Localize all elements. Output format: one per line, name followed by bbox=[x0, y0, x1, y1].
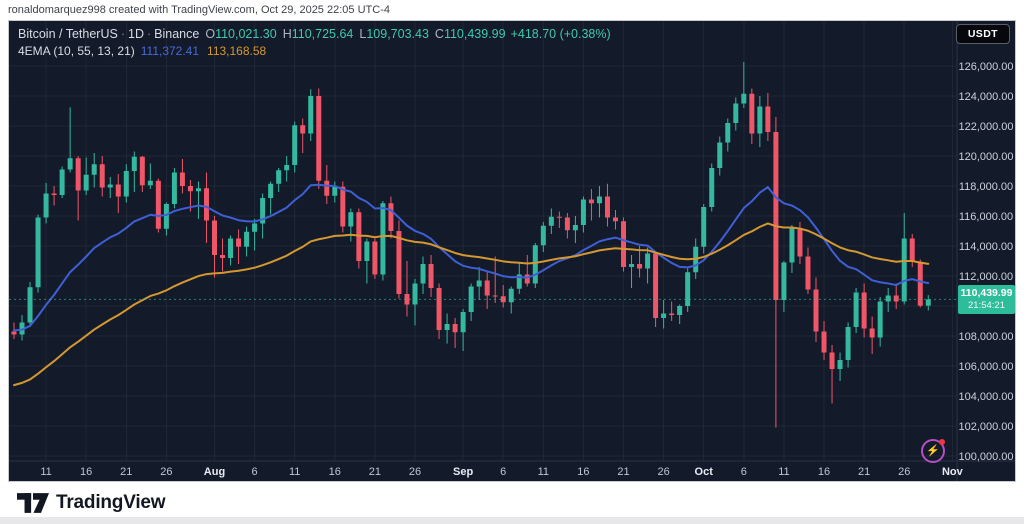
chart-legend: Bitcoin / TetherUS · 1D · Binance O110,021.30… bbox=[18, 26, 611, 60]
svg-text:Sep: Sep bbox=[453, 466, 473, 478]
svg-text:16: 16 bbox=[818, 466, 830, 478]
svg-text:6: 6 bbox=[252, 466, 258, 478]
grid-lines bbox=[9, 21, 957, 461]
svg-text:124,000.00: 124,000.00 bbox=[958, 91, 1013, 103]
high-letter: H bbox=[282, 27, 292, 41]
svg-text:112,000.00: 112,000.00 bbox=[959, 271, 1013, 283]
last-price-badge[interactable]: 110,439.99 21:54:21 bbox=[958, 285, 1015, 315]
svg-text:16: 16 bbox=[329, 466, 341, 478]
svg-text:118,000.00: 118,000.00 bbox=[959, 181, 1013, 193]
separator: · bbox=[146, 27, 152, 41]
svg-text:26: 26 bbox=[409, 466, 421, 478]
low-value: 109,703.43 bbox=[366, 27, 429, 41]
ema-line-55 bbox=[13, 222, 930, 387]
svg-text:11: 11 bbox=[778, 466, 789, 478]
lightning-glyph: ⚡ bbox=[926, 444, 940, 457]
svg-text:26: 26 bbox=[160, 466, 172, 478]
symbol-title[interactable]: Bitcoin / TetherUS bbox=[18, 27, 118, 41]
symbol-row[interactable]: Bitcoin / TetherUS · 1D · Binance O110,021.30… bbox=[18, 26, 611, 43]
price-chart[interactable]: 126,000.00 124,000.00 122,000.00 120,000.00… bbox=[9, 21, 1015, 481]
currency-toggle-button[interactable]: USDT bbox=[955, 24, 1010, 44]
high-value: 110,725.64 bbox=[291, 27, 354, 41]
bar-countdown: 21:54:21 bbox=[968, 300, 1005, 312]
indicator-name[interactable]: 4EMA (10, 55, 13, 21) bbox=[18, 44, 135, 58]
svg-text:11: 11 bbox=[289, 466, 300, 478]
svg-text:6: 6 bbox=[741, 466, 747, 478]
chart-widget: 126,000.00 124,000.00 122,000.00 120,000.00… bbox=[8, 20, 1016, 482]
low-letter: L bbox=[359, 27, 367, 41]
ema-lines bbox=[13, 183, 930, 387]
svg-text:104,000.00: 104,000.00 bbox=[958, 391, 1013, 403]
axis-separators bbox=[9, 21, 1015, 481]
svg-text:21: 21 bbox=[858, 466, 870, 478]
indicator-value-fast: 111,372.41 bbox=[140, 44, 200, 58]
svg-text:116,000.00: 116,000.00 bbox=[959, 211, 1013, 223]
svg-text:126,000.00: 126,000.00 bbox=[958, 61, 1013, 73]
svg-text:100,000.00: 100,000.00 bbox=[958, 451, 1013, 463]
time-axis[interactable]: 11 16 21 26 Aug 6 11 16 21 26 Sep 6 11 16 21 26 Oct 6 11 16… bbox=[40, 466, 963, 478]
svg-text:16: 16 bbox=[80, 466, 92, 478]
tradingview-logo-icon[interactable] bbox=[17, 493, 49, 513]
svg-text:6: 6 bbox=[500, 466, 506, 478]
svg-text:108,000.00: 108,000.00 bbox=[958, 331, 1013, 343]
tradingview-wordmark[interactable]: TradingView bbox=[56, 492, 166, 513]
close-value: 110,439.99 bbox=[443, 27, 506, 41]
svg-text:16: 16 bbox=[577, 466, 589, 478]
indicator-value-slow: 113,168.58 bbox=[207, 44, 267, 58]
svg-text:106,000.00: 106,000.00 bbox=[958, 361, 1013, 373]
bottom-edge bbox=[0, 517, 1024, 524]
svg-text:120,000.00: 120,000.00 bbox=[958, 151, 1013, 163]
svg-text:11: 11 bbox=[538, 466, 549, 478]
candlesticks bbox=[11, 61, 931, 428]
svg-text:26: 26 bbox=[657, 466, 669, 478]
svg-text:21: 21 bbox=[120, 466, 132, 478]
svg-text:26: 26 bbox=[898, 466, 910, 478]
notification-dot bbox=[939, 439, 945, 445]
svg-text:114,000.00: 114,000.00 bbox=[959, 241, 1013, 253]
svg-text:Aug: Aug bbox=[204, 466, 225, 478]
svg-text:122,000.00: 122,000.00 bbox=[958, 121, 1013, 133]
open-value: 110,021.30 bbox=[215, 27, 277, 41]
svg-text:102,000.00: 102,000.00 bbox=[958, 421, 1013, 433]
svg-text:Nov: Nov bbox=[942, 466, 964, 478]
indicator-row[interactable]: 4EMA (10, 55, 13, 21) 111,372.41 113,168.5… bbox=[18, 43, 611, 60]
open-letter: O bbox=[205, 27, 216, 41]
last-price-value: 110,439.99 bbox=[960, 287, 1013, 300]
flash-icon[interactable]: ⚡ bbox=[921, 439, 945, 463]
ema-line-21 bbox=[13, 183, 930, 332]
svg-text:21: 21 bbox=[617, 466, 629, 478]
svg-text:21: 21 bbox=[369, 466, 381, 478]
attribution-text: ronaldomarquez998 created with TradingVi… bbox=[0, 0, 1024, 20]
svg-text:11: 11 bbox=[40, 466, 51, 478]
separator: · bbox=[120, 27, 125, 41]
interval-label[interactable]: 1D bbox=[128, 27, 144, 41]
svg-text:Oct: Oct bbox=[695, 466, 714, 478]
exchange-label[interactable]: Binance bbox=[154, 27, 200, 41]
price-axis[interactable]: 126,000.00 124,000.00 122,000.00 120,000.00… bbox=[958, 61, 1013, 463]
close-letter: C bbox=[434, 27, 444, 41]
change-value: +418.70 (+0.38%) bbox=[510, 27, 611, 41]
